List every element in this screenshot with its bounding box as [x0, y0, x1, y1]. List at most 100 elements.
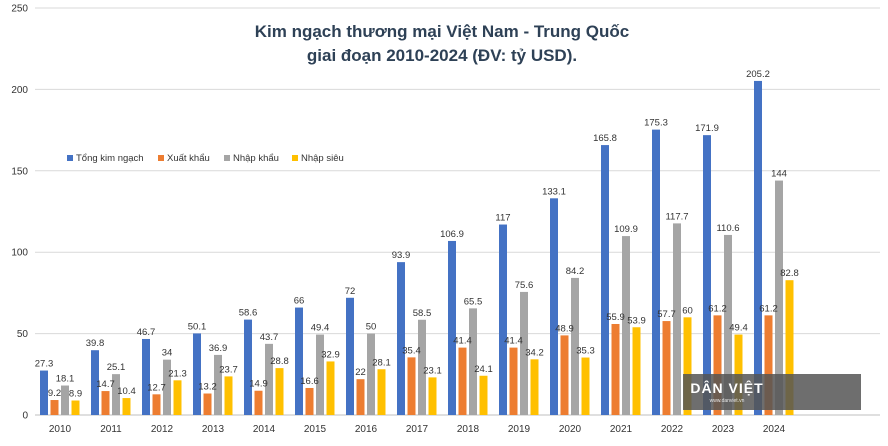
data-label: 49.4	[729, 323, 748, 334]
data-label: 28.8	[270, 356, 289, 367]
bar-3	[673, 223, 681, 415]
bar-2	[764, 315, 773, 415]
data-label: 61.2	[759, 303, 778, 314]
x-tick-label: 2021	[610, 424, 633, 435]
bar-2	[203, 393, 212, 415]
bar-4	[326, 361, 335, 415]
data-label: 36.9	[209, 343, 228, 354]
data-label: 10.4	[117, 386, 136, 397]
bar-1	[91, 350, 99, 415]
data-label: 8.9	[69, 389, 82, 400]
y-tick-label: 0	[22, 411, 28, 422]
x-tick-label: 2020	[559, 424, 582, 435]
data-label: 13.2	[198, 382, 217, 393]
bar-2	[305, 387, 314, 415]
bar-1	[142, 338, 150, 415]
data-label: 58.5	[413, 308, 432, 319]
y-tick-label: 100	[11, 248, 28, 259]
chart-title-line1: Kim ngạch thương mại Việt Nam - Trung Qu…	[255, 22, 630, 41]
x-axis: 2010 2011 2012 2013 2014 2015 2016 2017 2018 2019…	[49, 424, 786, 435]
bar-3	[316, 334, 324, 415]
data-label: 18.1	[56, 374, 75, 385]
bar-4	[683, 317, 692, 415]
legend-label: Nhập siêu	[301, 153, 344, 164]
x-tick-label: 2017	[406, 424, 429, 435]
data-label: 55.9	[606, 312, 625, 323]
bar-3	[163, 359, 171, 415]
data-label: 93.9	[392, 250, 411, 261]
x-tick-label: 2014	[253, 424, 276, 435]
bar-3	[622, 236, 630, 415]
x-tick-label: 2016	[355, 424, 378, 435]
data-label: 50.1	[188, 321, 207, 332]
y-tick-label: 200	[11, 85, 28, 96]
x-tick-label: 2012	[151, 424, 174, 435]
bar-4	[224, 376, 233, 415]
bar-4	[71, 400, 80, 415]
data-label: 43.7	[260, 332, 279, 343]
watermark-brand: DÂN VIỆT	[690, 379, 763, 396]
bar-3	[112, 374, 120, 415]
data-label: 32.9	[321, 349, 340, 360]
bar-4	[377, 369, 386, 415]
data-label: 175.3	[644, 118, 668, 129]
legend-swatch	[224, 155, 230, 161]
chart-title-line2: giai đoạn 2010-2024 (ĐV: tỷ USD).	[307, 46, 577, 65]
bar-3	[61, 385, 69, 415]
data-label: 24.1	[474, 364, 493, 375]
bar-1	[448, 240, 456, 415]
bar-1	[397, 262, 405, 415]
x-tick-label: 2024	[763, 424, 786, 435]
bar-1	[601, 145, 609, 415]
data-label: 9.2	[48, 388, 61, 399]
data-label: 58.6	[239, 308, 258, 319]
legend: Tổng kim ngạch Xuất khẩu Nhập khẩu Nhập siê…	[67, 153, 344, 164]
y-tick-label: 50	[17, 329, 29, 340]
data-label: 27.3	[35, 359, 54, 370]
bar-3	[418, 319, 426, 415]
x-tick-label: 2023	[712, 424, 735, 435]
bar-2	[50, 400, 59, 415]
y-tick-label: 250	[11, 4, 28, 15]
data-label: 171.9	[695, 123, 719, 134]
bar-3	[775, 180, 783, 415]
legend-label: Xuất khẩu	[167, 153, 210, 164]
x-tick-label: 2013	[202, 424, 225, 435]
bar-2	[458, 347, 467, 415]
bar-1	[652, 129, 660, 415]
data-label: 57.7	[657, 309, 676, 320]
data-label: 34.2	[525, 347, 544, 358]
bar-3	[724, 234, 732, 415]
bar-1	[703, 135, 711, 416]
data-label: 46.7	[137, 327, 156, 338]
x-tick-label: 2015	[304, 424, 327, 435]
legend-label: Nhập khẩu	[233, 153, 279, 164]
data-label: 23.1	[423, 365, 442, 376]
data-label: 41.4	[453, 336, 472, 347]
data-labels: 27.3 9.2 18.1 8.9 39.8 14.7 25.1 10.4 46.7 12.7 34…	[35, 69, 799, 400]
data-label: 72	[345, 286, 356, 297]
data-label: 75.6	[515, 280, 534, 291]
data-label: 117.7	[665, 211, 688, 222]
bar-3	[520, 291, 528, 415]
data-label: 66	[294, 296, 305, 307]
watermark: DÂN VIỆT www.danviet.vn	[683, 374, 861, 410]
bar-1	[244, 319, 252, 415]
data-label: 12.7	[147, 382, 166, 393]
data-label: 50	[366, 322, 377, 333]
bar-4	[428, 377, 437, 415]
data-label: 65.5	[464, 296, 483, 307]
bar-2	[254, 390, 263, 415]
bar-3	[571, 277, 579, 415]
bar-3	[265, 343, 273, 415]
legend-swatch	[67, 155, 73, 161]
x-tick-label: 2018	[457, 424, 480, 435]
data-label: 16.6	[300, 376, 319, 387]
bar-2	[662, 321, 671, 415]
data-label: 106.9	[440, 229, 464, 240]
bar-2	[509, 347, 518, 415]
bar-1	[550, 198, 558, 415]
y-tick-label: 150	[11, 166, 28, 177]
bar-2	[611, 323, 620, 415]
bar-4	[479, 375, 488, 415]
